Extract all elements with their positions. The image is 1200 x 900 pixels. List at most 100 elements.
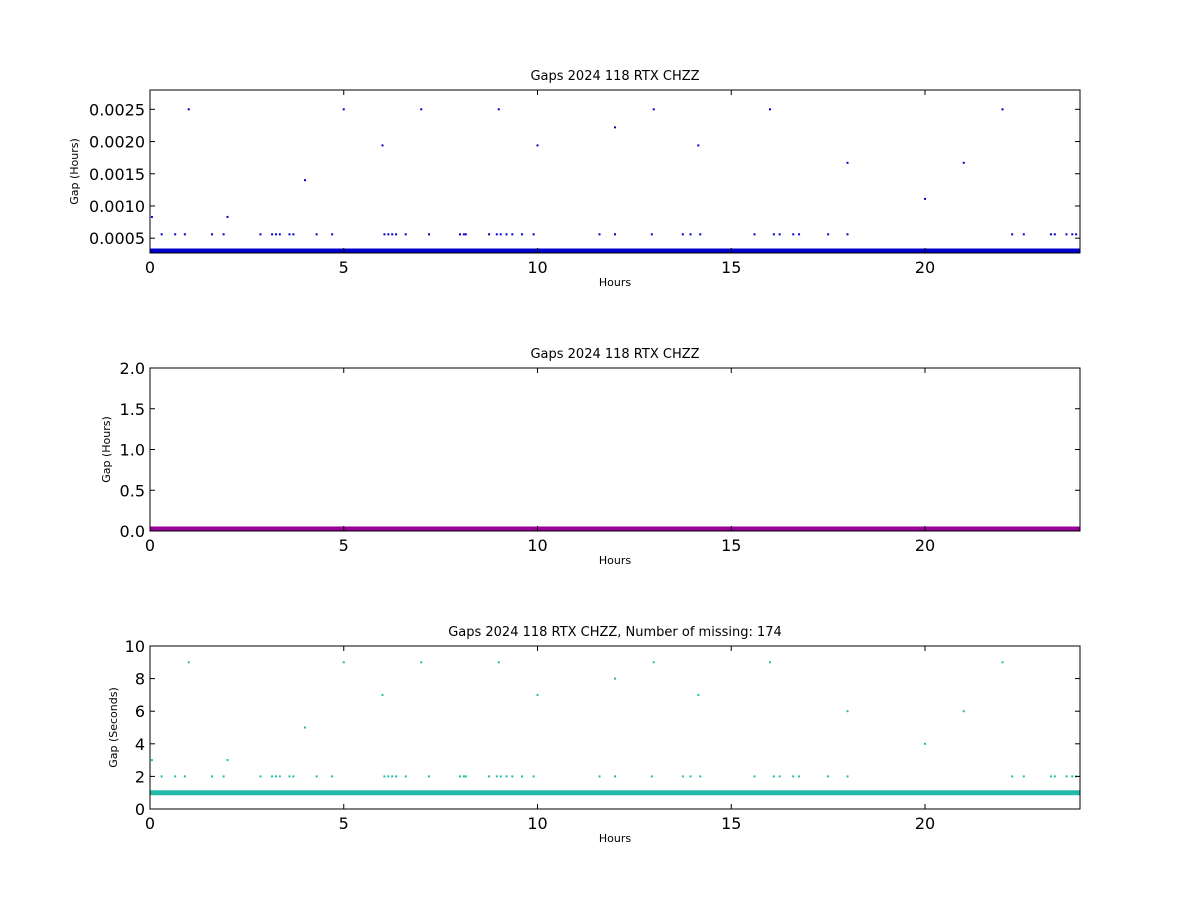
data-point [650,233,653,236]
data-point [304,179,306,182]
x-tick-label: 15 [721,258,741,277]
data-point [404,775,407,778]
data-point [342,661,345,664]
data-point [222,775,225,778]
data-point [772,775,775,778]
data-point [532,233,535,236]
data-point [846,161,849,164]
plot-frame [149,645,1081,810]
data-point [827,775,830,778]
chart-panel-2: 0 5 10 15 20 0.0 0.5 1.0 1.5 2.0 Gaps 2024 118 RTX… [100,347,1081,567]
data-point [331,233,334,236]
data-point [536,693,539,696]
y-axis-label: Gap (Seconds) [107,687,120,768]
data-point [183,775,186,778]
data-point [681,233,684,236]
plot-frame [149,367,1081,532]
data-point [798,775,801,778]
data-point [1001,661,1004,664]
data-point [187,108,190,111]
x-axis-label: Hours [599,832,631,845]
data-point [521,775,523,778]
y-tick-label: 4 [135,735,145,754]
data-point [962,710,965,713]
x-tick-label: 10 [527,536,547,555]
data-point [1053,233,1056,236]
data-point [962,161,965,164]
data-point [226,759,229,762]
data-point [652,661,655,664]
chart-title: Gaps 2024 118 RTX CHZZ, Number of missin… [448,625,782,640]
x-tick-label: 15 [721,814,741,833]
data-point [536,144,539,147]
data-point [174,233,177,236]
x-tick-label: 5 [339,814,349,833]
data-point [488,233,491,236]
x-tick-label: 10 [527,258,547,277]
y-tick-label: 0.5 [120,481,145,500]
data-point [614,126,616,129]
data-point [420,661,423,664]
data-point [150,215,153,218]
data-point [650,775,653,778]
data-point [846,233,849,236]
data-point [150,759,153,762]
x-tick-label: 5 [339,536,349,555]
y-tick-label: 1.5 [120,400,145,419]
x-tick-label: 0 [145,258,155,277]
data-point [753,233,756,236]
data-point [1075,233,1078,236]
y-tick-label: 0 [135,800,145,819]
data-point [211,775,213,778]
data-point [689,775,692,778]
data-point [614,775,616,778]
data-point [259,233,262,236]
x-tick-label: 20 [915,536,935,555]
plot-frame [149,89,1081,254]
data-point [488,775,491,778]
data-point [1053,775,1056,778]
data-point [827,233,830,236]
y-tick-label: 0.0020 [89,133,145,152]
y-tick-label: 10 [125,637,145,656]
data-point [1001,108,1004,111]
data-point [772,233,775,236]
chart-panel-3: 0 5 10 15 20 0 2 4 6 8 10 Gaps 2024 118 RTX CHZZ, N… [107,625,1081,845]
data-point [1011,233,1014,236]
x-axis-label: Hours [599,276,631,289]
data-point [1071,775,1074,778]
data-point [505,233,508,236]
data-point [464,233,467,236]
data-point [497,661,500,664]
y-tick-label: 0.0005 [89,229,145,248]
x-tick-label: 0 [145,536,155,555]
data-point [462,233,465,236]
chart-title: Gaps 2024 118 RTX CHZZ [530,347,699,362]
data-point [387,775,390,778]
data-point [428,775,430,778]
x-axis-label: Hours [599,554,631,567]
data-point [511,233,514,236]
data-point [464,775,467,778]
data-point [652,108,655,111]
data-point [331,775,334,778]
data-point [521,233,523,236]
y-tick-label: 0.0015 [89,165,145,184]
y-tick-label: 2.0 [120,359,145,378]
data-point [697,693,700,696]
data-point [226,215,229,218]
data-point [187,661,190,664]
data-point [160,233,163,236]
y-axis-label: Gap (Hours) [100,416,113,483]
data-point [304,726,306,729]
x-tick-label: 10 [527,814,547,833]
data-point [499,775,502,778]
data-point [792,775,795,778]
data-point [495,775,498,778]
data-point [511,775,514,778]
data-point [274,775,277,778]
data-point [689,233,692,236]
data-point [342,108,345,111]
data-point [381,693,384,696]
y-tick-label: 0.0 [120,522,145,541]
